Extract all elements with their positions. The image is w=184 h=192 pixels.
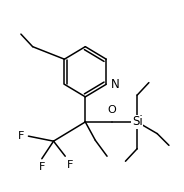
Text: Si: Si <box>132 115 143 128</box>
Text: F: F <box>39 162 45 172</box>
Text: O: O <box>108 105 116 115</box>
Text: F: F <box>18 131 24 141</box>
Text: F: F <box>67 160 73 170</box>
Text: N: N <box>110 78 119 91</box>
